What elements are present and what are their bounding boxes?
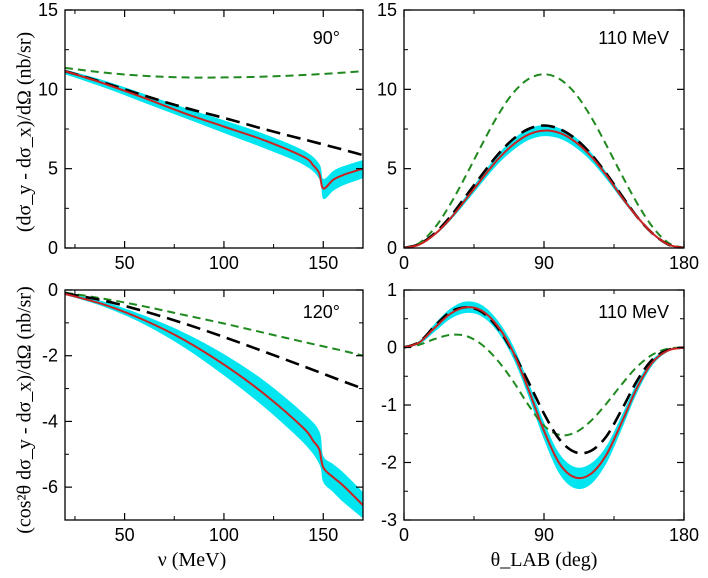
plot-area: [404, 301, 684, 490]
x-tick-label: 0: [399, 525, 409, 545]
y-tick-label: 10: [377, 79, 397, 99]
y-tick-label: 0: [387, 238, 397, 258]
plot-area: [65, 66, 363, 200]
uncertainty-band: [65, 69, 363, 200]
x-axis-label-left: ν (MeV): [158, 549, 226, 571]
black-dashed-curve: [65, 292, 363, 390]
y-axis-label-top: (dσ_y - dσ_x)/dΩ (nb/sr): [14, 32, 36, 232]
x-tick-label: 150: [308, 525, 338, 545]
y-tick-label: -3: [381, 510, 397, 530]
uncertainty-band: [65, 292, 363, 519]
panel-annotation: 110 MeV: [598, 28, 669, 48]
x-tick-label: 90: [534, 525, 554, 545]
y-tick-label: 0: [48, 280, 58, 300]
panel-bottom-left: 50 100 150 -6 -4 -2 0 120°: [42, 280, 364, 545]
y-tick-label: -2: [381, 453, 397, 473]
x-tick-label: 180: [669, 525, 699, 545]
x-tick-label: 0: [399, 253, 409, 273]
red-curve: [65, 70, 363, 190]
x-tick-label: 50: [115, 525, 135, 545]
green-dashed-curve: [65, 291, 363, 357]
y-tick-label: 10: [38, 79, 58, 99]
green-dashed-curve: [404, 333, 684, 437]
plot-area: [65, 291, 363, 519]
panel-bottom-right: 0 90 180 -3 -2 -1 0 1 110 MeV: [381, 280, 699, 545]
y-tick-label: 0: [387, 338, 397, 358]
uncertainty-band: [404, 125, 684, 248]
panel-annotation: 110 MeV: [598, 302, 669, 322]
black-dashed-curve: [404, 305, 684, 455]
y-axis-label-bottom: (cos²θ dσ_y - dσ_x)/dΩ (nb/sr): [14, 286, 36, 534]
x-axis-label-right: θ_LAB (deg): [491, 549, 598, 571]
red-curve: [404, 306, 684, 480]
y-tick-label: 15: [38, 0, 58, 20]
y-tick-label: 0: [48, 238, 58, 258]
panel-top-left: 50 100 150 0 5 10 15 90°: [38, 0, 364, 273]
y-tick-label: 5: [48, 159, 58, 179]
x-tick-label: 150: [308, 253, 338, 273]
y-tick-label: -6: [42, 477, 58, 497]
x-tick-label: 50: [115, 253, 135, 273]
panel-annotation: 120°: [303, 302, 340, 322]
black-dashed-curve: [404, 124, 684, 248]
y-tick-label: -4: [42, 411, 58, 431]
panel-annotation: 90°: [313, 28, 340, 48]
green-dashed-curve: [65, 66, 363, 79]
x-tick-label: 180: [669, 253, 699, 273]
y-tick-label: -1: [381, 395, 397, 415]
red-curve: [404, 129, 684, 248]
red-curve: [65, 292, 363, 506]
uncertainty-band: [404, 301, 684, 490]
x-tick-label: 100: [209, 525, 239, 545]
plot-frame: [403, 289, 685, 521]
green-dashed-curve: [404, 73, 684, 248]
y-tick-label: 5: [387, 159, 397, 179]
y-tick-label: 15: [377, 0, 397, 20]
panel-top-right: 0 90 180 0 5 10 15 110 MeV: [377, 0, 699, 273]
plot-frame: [64, 289, 364, 521]
x-tick-label: 90: [534, 253, 554, 273]
y-tick-label: -2: [42, 346, 58, 366]
x-tick-label: 100: [209, 253, 239, 273]
y-tick-label: 1: [387, 280, 397, 300]
plot-area: [404, 73, 684, 248]
black-dashed-curve: [65, 69, 363, 157]
